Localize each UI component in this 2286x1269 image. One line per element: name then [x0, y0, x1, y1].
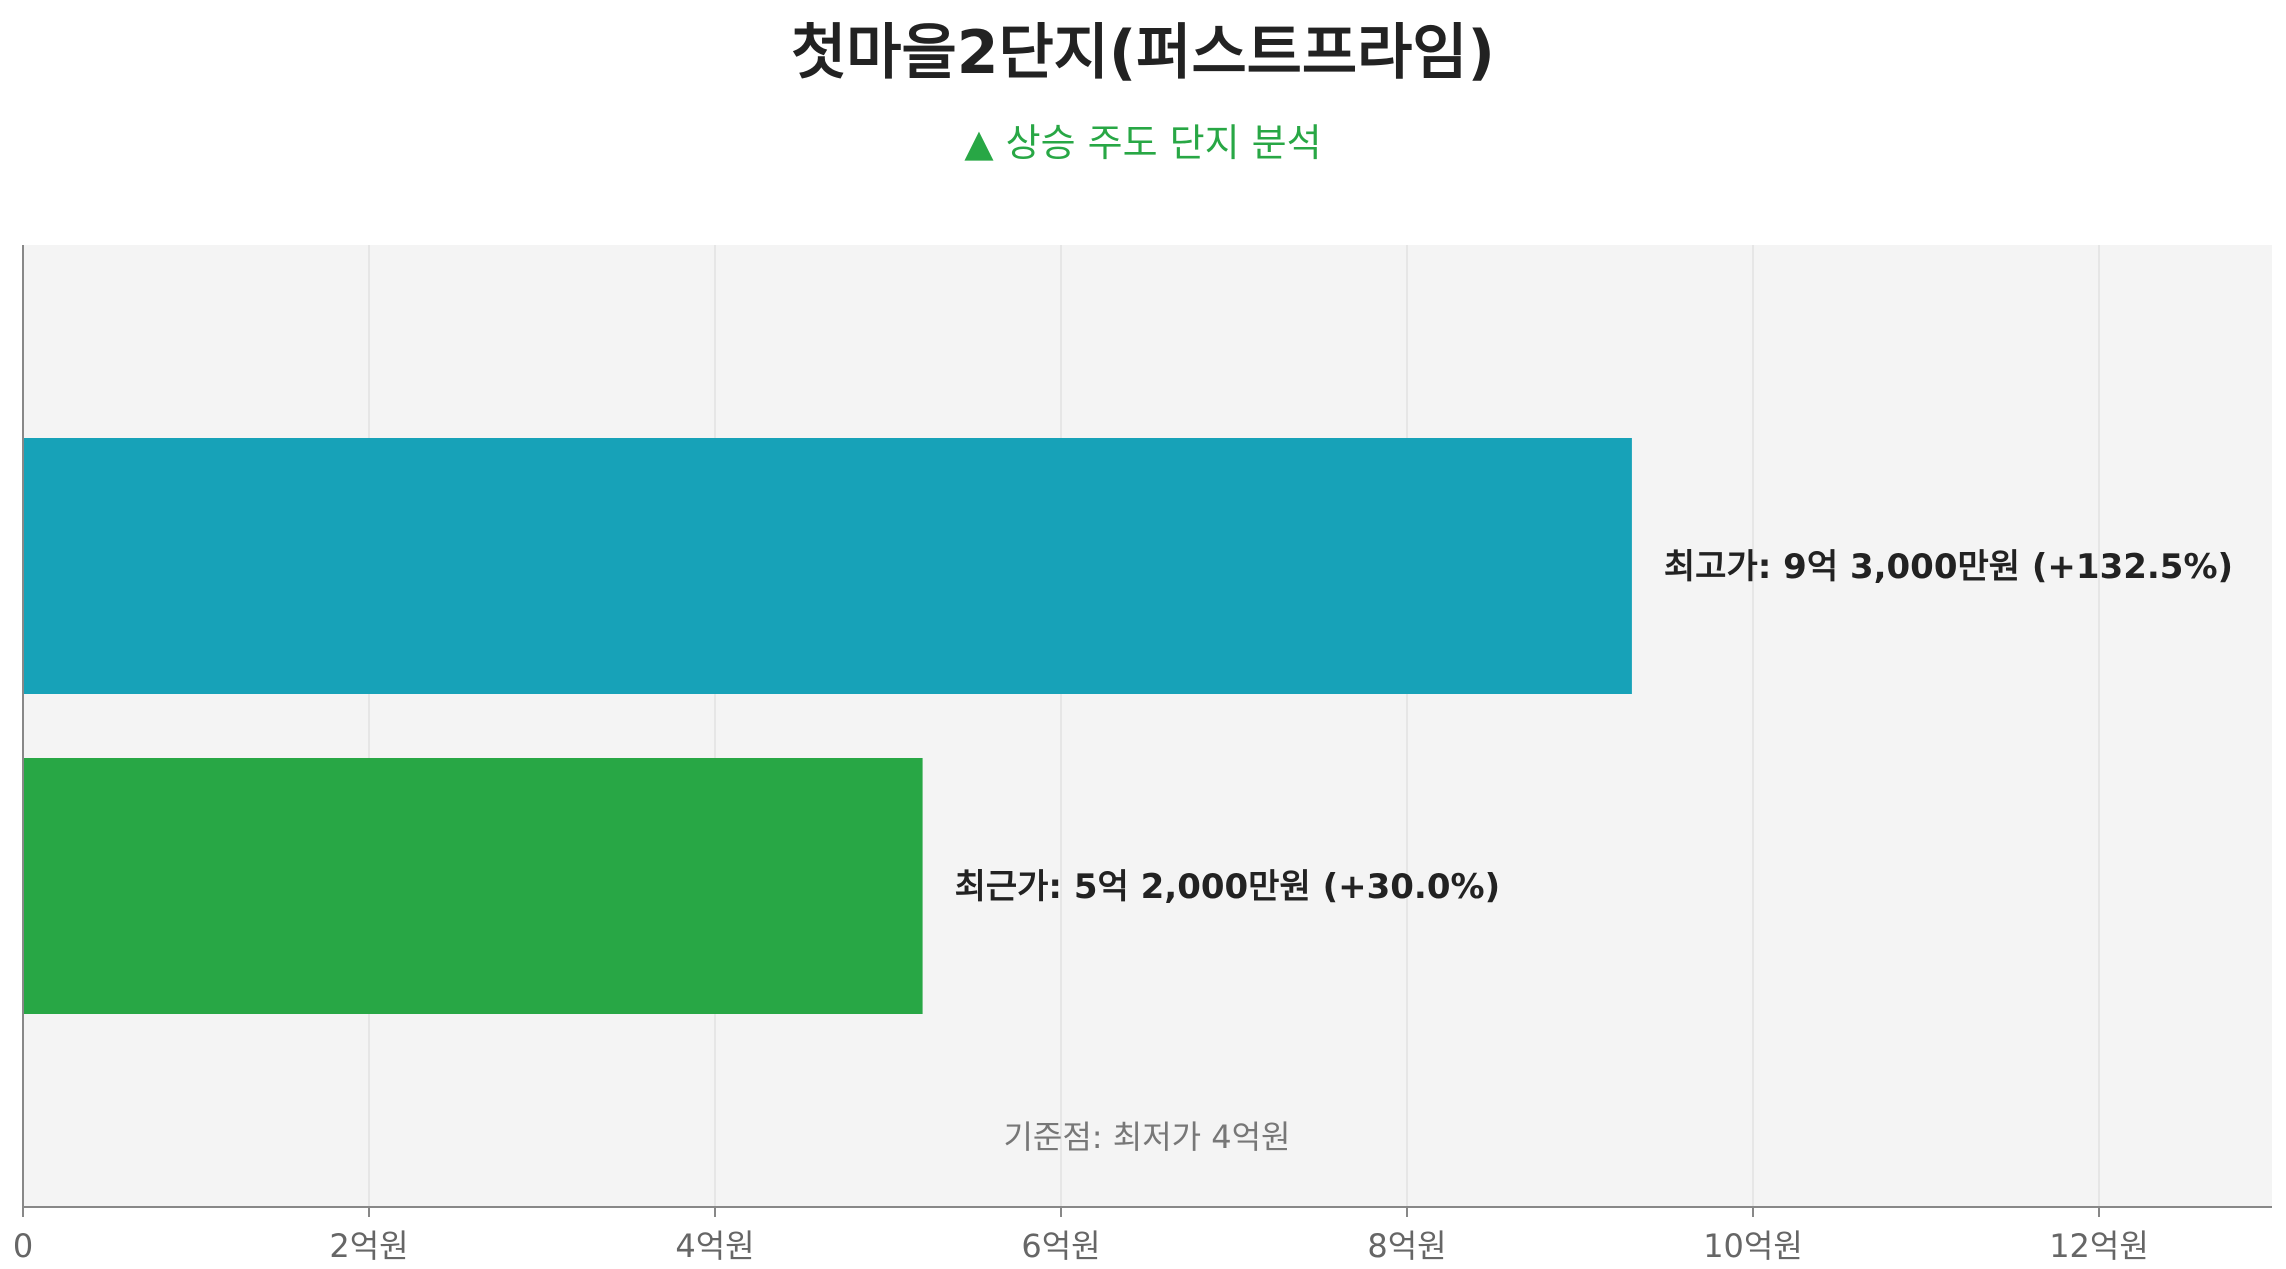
bar-label: 최고가: 9억 3,000만원 (+132.5%)	[1664, 547, 2233, 587]
x-tick-label: 4억원	[675, 1227, 754, 1265]
x-tick-label: 8억원	[1367, 1227, 1446, 1265]
x-tick-label: 0	[13, 1227, 33, 1265]
bar-label: 최근가: 5억 2,000만원 (+30.0%)	[955, 867, 1501, 907]
x-tick-label: 12억원	[2049, 1227, 2149, 1265]
x-tick-label: 6억원	[1021, 1227, 1100, 1265]
bar	[23, 438, 1632, 694]
baseline-annotation: 기준점: 최저가 4억원	[1003, 1118, 1290, 1156]
chart-title: 첫마을2단지(퍼스트프라임)	[791, 18, 1495, 88]
x-tick-label: 2억원	[329, 1227, 408, 1265]
chart-subtitle: ▲ 상승 주도 단지 분석	[964, 121, 1322, 165]
x-tick-label: 10억원	[1703, 1227, 1803, 1265]
bar	[23, 758, 923, 1014]
plot-area	[23, 245, 2272, 1207]
